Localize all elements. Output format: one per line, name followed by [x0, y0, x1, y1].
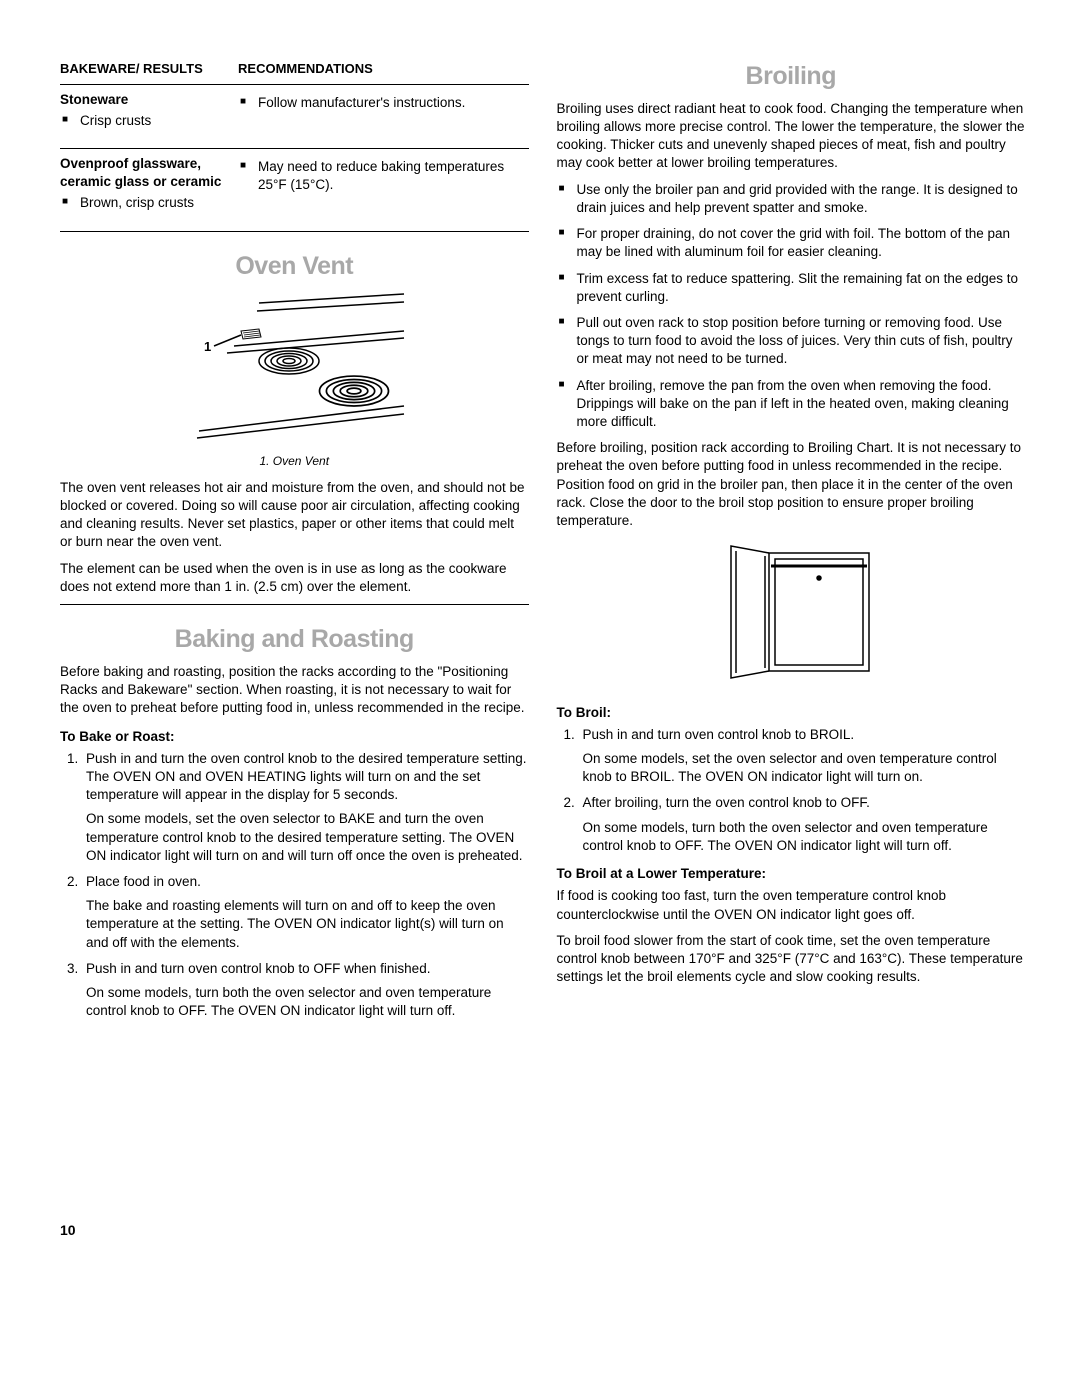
broil-lower-p2: To broil food slower from the start of c… [557, 932, 1026, 987]
broil-door-figure [557, 538, 1026, 693]
broil-steps: Push in and turn oven control knob to BR… [557, 726, 1026, 855]
broiling-heading: Broiling [557, 60, 1026, 94]
list-item: Trim excess fat to reduce spattering. Sl… [577, 270, 1026, 306]
bake-roast-steps: Push in and turn the oven control knob t… [60, 750, 529, 1021]
oven-vent-p1: The oven vent releases hot air and moist… [60, 479, 529, 552]
list-item: Use only the broiler pan and grid provid… [577, 181, 1026, 217]
broiling-p2: Before broiling, position rack according… [557, 439, 1026, 530]
bakeware-name: Stoneware [60, 92, 128, 107]
baking-heading: Baking and Roasting [60, 623, 529, 657]
list-item: For proper draining, do not cover the gr… [577, 225, 1026, 261]
list-item: Place food in oven. The bake and roastin… [82, 873, 529, 952]
right-column: Broiling Broiling uses direct radiant he… [557, 60, 1026, 1239]
oven-door-illustration [701, 538, 881, 688]
table-header-bakeware: BAKEWARE/ RESULTS [60, 60, 238, 84]
list-item: After broiling, turn the oven control kn… [579, 794, 1026, 855]
list-item: Push in and turn oven control knob to OF… [82, 960, 529, 1021]
list-item: Push in and turn oven control knob to BR… [579, 726, 1026, 787]
oven-vent-p2: The element can be used when the oven is… [60, 560, 529, 596]
bakeware-rec: May need to reduce baking temperatures 2… [258, 158, 522, 194]
section-divider [60, 604, 529, 605]
oven-vent-caption: 1. Oven Vent [60, 453, 529, 469]
cooktop-illustration: 1 [179, 291, 409, 441]
oven-vent-figure: 1 [60, 291, 529, 446]
left-column: BAKEWARE/ RESULTS RECOMMENDATIONS Stonew… [60, 60, 529, 1239]
list-item: Pull out oven rack to stop position befo… [577, 314, 1026, 369]
bakeware-result: Brown, crisp crusts [80, 194, 232, 212]
list-item: After broiling, remove the pan from the … [577, 377, 1026, 432]
baking-intro: Before baking and roasting, position the… [60, 663, 529, 718]
broil-lower-temp-subhead: To Broil at a Lower Temperature: [557, 865, 1026, 883]
table-header-recommendations: RECOMMENDATIONS [238, 60, 528, 84]
bakeware-table: BAKEWARE/ RESULTS RECOMMENDATIONS Stonew… [60, 60, 529, 232]
broiling-bullets: Use only the broiler pan and grid provid… [557, 181, 1026, 432]
broiling-intro: Broiling uses direct radiant heat to coo… [557, 100, 1026, 173]
figure-label-1: 1 [204, 339, 211, 354]
to-broil-subhead: To Broil: [557, 704, 1026, 722]
table-row: Stoneware Crisp crusts Follow manufactur… [60, 84, 529, 148]
broil-lower-p1: If food is cooking too fast, turn the ov… [557, 887, 1026, 923]
list-item: Push in and turn the oven control knob t… [82, 750, 529, 865]
page-number: 10 [60, 1221, 529, 1240]
table-row: Ovenproof glassware, ceramic glass or ce… [60, 148, 529, 231]
bakeware-result: Crisp crusts [80, 112, 232, 130]
bake-roast-subhead: To Bake or Roast: [60, 728, 529, 746]
bakeware-rec: Follow manufacturer's instructions. [258, 94, 522, 112]
two-column-layout: BAKEWARE/ RESULTS RECOMMENDATIONS Stonew… [60, 60, 1025, 1239]
bakeware-name: Ovenproof glassware, ceramic glass or ce… [60, 156, 221, 189]
oven-vent-heading: Oven Vent [60, 250, 529, 284]
